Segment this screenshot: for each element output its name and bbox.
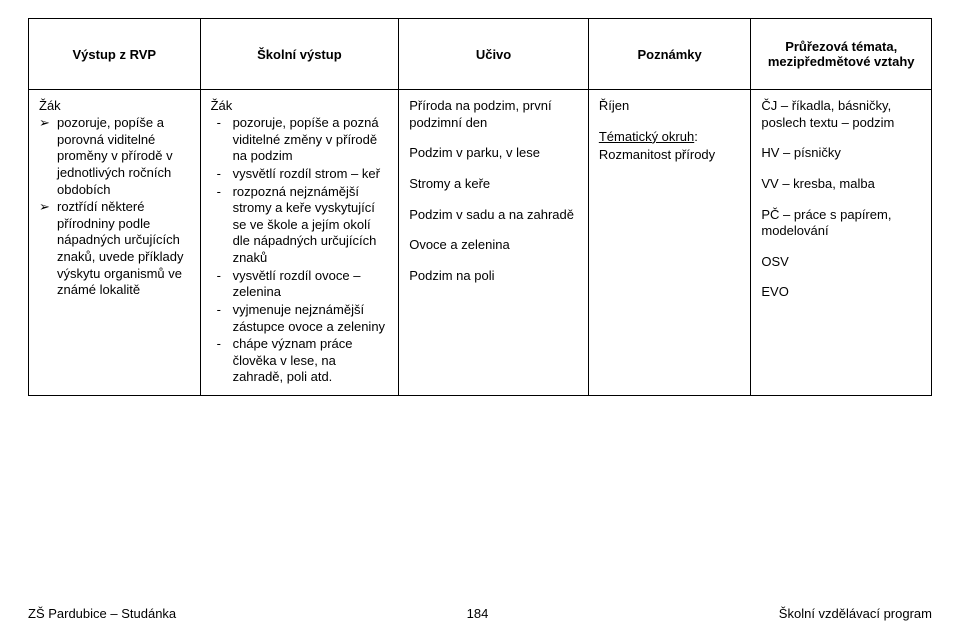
list-item: vysvětlí rozdíl strom – keř: [233, 166, 389, 183]
ucivo-line: Stromy a keře: [409, 176, 578, 193]
cross-line: VV – kresba, malba: [761, 176, 921, 193]
okruh-label: Tématický okruh: [599, 129, 694, 144]
footer-right: Školní vzdělávací program: [779, 606, 932, 621]
col-header-notes: Poznámky: [588, 19, 751, 90]
list-item: vysvětlí rozdíl ovoce – zelenina: [233, 268, 389, 301]
cell-ucivo: Příroda na podzim, první podzimní den Po…: [399, 90, 589, 396]
table-row: Žák pozoruje, popíše a porovná viditelné…: [29, 90, 932, 396]
list-item: roztřídí některé přírodniny podle nápadn…: [57, 199, 190, 299]
okruh-value: Rozmanitost přírody: [599, 147, 741, 164]
cell-notes: Říjen Tématický okruh: Rozmanitost příro…: [588, 90, 751, 396]
footer-left: ZŠ Pardubice – Studánka: [28, 606, 176, 621]
list-item: rozpozná nejznámější stromy a keře vysky…: [233, 184, 389, 267]
list-item: pozoruje, popíše a pozná viditelné změny…: [233, 115, 389, 165]
list-item: vyjmenuje nejznámější zástupce ovoce a z…: [233, 302, 389, 335]
cross-line: EVO: [761, 284, 921, 301]
list-item: pozoruje, popíše a porovná viditelné pro…: [57, 115, 190, 198]
col-header-ucivo: Učivo: [399, 19, 589, 90]
ucivo-line: Podzim v sadu a na zahradě: [409, 207, 578, 224]
col-header-school: Školní výstup: [200, 19, 399, 90]
footer-center: 184: [467, 606, 489, 621]
ucivo-line: Podzim na poli: [409, 268, 578, 285]
okruh-line: Tématický okruh:: [599, 129, 741, 146]
month-label: Říjen: [599, 98, 741, 115]
col-header-rvp: Výstup z RVP: [29, 19, 201, 90]
col-header-cross: Průřezová témata, mezipředmětové vztahy: [751, 19, 932, 90]
ucivo-line: Ovoce a zelenina: [409, 237, 578, 254]
zak-label: Žák: [39, 98, 190, 113]
cell-school: Žák pozoruje, popíše a pozná viditelné z…: [200, 90, 399, 396]
cross-line: OSV: [761, 254, 921, 271]
cross-line: HV – písničky: [761, 145, 921, 162]
list-item: chápe význam práce člověka v lese, na za…: [233, 336, 389, 386]
page: Výstup z RVP Školní výstup Učivo Poznámk…: [0, 0, 960, 631]
zak-label: Žák: [211, 98, 389, 113]
rvp-list: pozoruje, popíše a porovná viditelné pro…: [39, 115, 190, 299]
cross-line: ČJ – říkadla, básničky, poslech textu – …: [761, 98, 921, 131]
ucivo-line: Podzim v parku, v lese: [409, 145, 578, 162]
school-list: pozoruje, popíše a pozná viditelné změny…: [211, 115, 389, 386]
page-footer: ZŠ Pardubice – Studánka 184 Školní vzděl…: [28, 606, 932, 621]
curriculum-table: Výstup z RVP Školní výstup Učivo Poznámk…: [28, 18, 932, 396]
ucivo-line: Příroda na podzim, první podzimní den: [409, 98, 578, 131]
cell-rvp: Žák pozoruje, popíše a porovná viditelné…: [29, 90, 201, 396]
cell-cross: ČJ – říkadla, básničky, poslech textu – …: [751, 90, 932, 396]
cross-line: PČ – práce s papírem, modelování: [761, 207, 921, 240]
table-header-row: Výstup z RVP Školní výstup Učivo Poznámk…: [29, 19, 932, 90]
